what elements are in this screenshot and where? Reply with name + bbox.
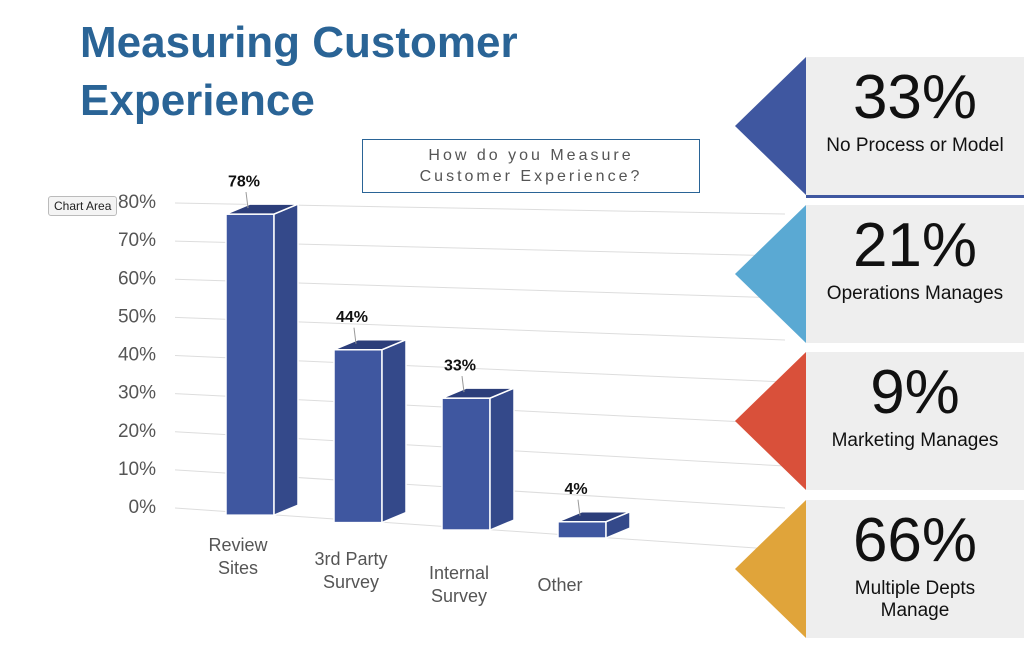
value-label: 78% <box>228 173 260 190</box>
bar-top <box>557 510 631 523</box>
stat-caption: Marketing Manages <box>831 430 999 451</box>
stat-caption: Operations Manages <box>826 283 1004 304</box>
bar-side <box>273 202 299 517</box>
bar <box>441 386 515 532</box>
stat-box: 66% Multiple Depts Manage <box>806 500 1024 638</box>
y-tick-label: 80% <box>118 192 156 213</box>
chart-title: How do you Measure Customer Experience? <box>362 139 700 193</box>
y-tick-label: 70% <box>118 230 156 251</box>
bar-front <box>557 520 607 539</box>
leader <box>461 376 465 393</box>
value-label: 33% <box>444 357 476 374</box>
y-tick-label: 50% <box>118 306 156 327</box>
bar-side <box>381 338 407 524</box>
bar <box>333 338 407 524</box>
slide-title: Measuring Customer Experience <box>80 18 518 125</box>
value-label: 44% <box>336 309 368 326</box>
x-tick-label: Internal Survey <box>428 563 490 606</box>
stat-value: 21% <box>852 211 978 280</box>
bar <box>557 510 631 540</box>
bar-top <box>225 203 299 215</box>
x-tick-label: Review Sites <box>208 535 268 578</box>
y-tick-label: 10% <box>118 459 156 480</box>
bar-front <box>441 397 491 531</box>
y-tick-label: 60% <box>118 268 156 289</box>
stat-value: 9% <box>870 358 960 427</box>
bar-front <box>225 213 275 516</box>
bar-front <box>333 348 383 524</box>
bar-top <box>441 387 515 399</box>
stat-box: 9% Marketing Manages <box>806 352 1024 490</box>
bar-top <box>333 338 407 351</box>
bar <box>225 202 299 517</box>
callout-arrow <box>735 205 806 343</box>
y-tick-label: 0% <box>129 497 157 518</box>
x-tick-label: Other <box>537 575 583 595</box>
leader <box>577 499 581 516</box>
bar-side <box>489 386 515 532</box>
y-tick-label: 20% <box>118 421 156 442</box>
tooltip: Chart Area <box>48 196 118 216</box>
leader <box>245 192 249 209</box>
stat-caption: Multiple Depts Manage <box>854 578 976 621</box>
stat-value: 66% <box>852 506 978 575</box>
value-label: 4% <box>564 481 587 498</box>
y-tick-label: 30% <box>118 383 156 404</box>
stat-box: 33% No Process or Model <box>806 57 1024 198</box>
stat-box: 21% Operations Manages <box>806 205 1024 343</box>
callout-arrow <box>735 352 806 490</box>
stat-caption: No Process or Model <box>826 135 1004 156</box>
callout-arrow <box>735 57 806 195</box>
stat-value: 33% <box>852 63 978 132</box>
callout-arrow <box>735 500 806 638</box>
x-tick-label: 3rd Party Survey <box>314 549 388 592</box>
y-tick-label: 40% <box>118 345 156 366</box>
leader <box>353 327 357 344</box>
